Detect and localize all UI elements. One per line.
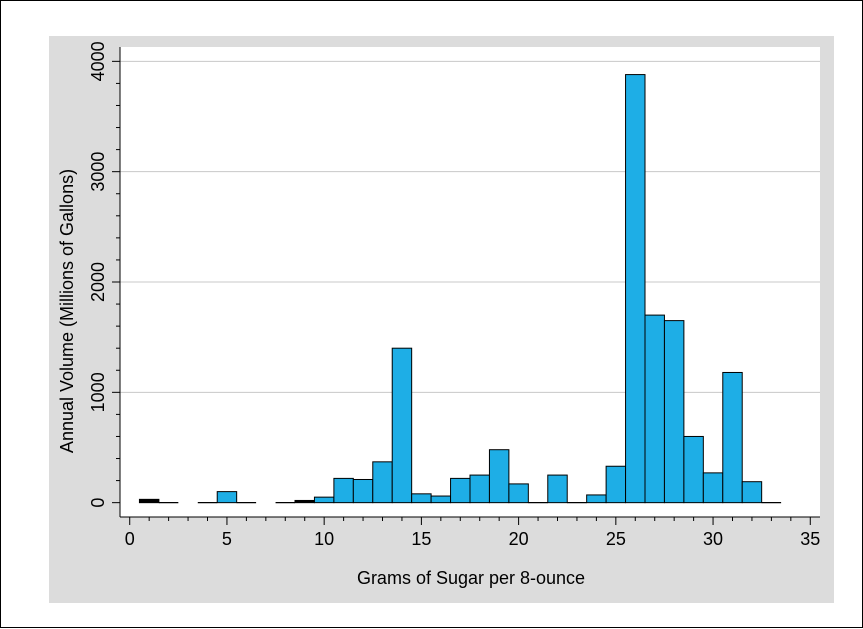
x-tick-label: 5 bbox=[222, 529, 232, 549]
gridlines bbox=[120, 60, 820, 393]
bar bbox=[586, 494, 607, 504]
y-axis-title: Annual Volume (Millions of Gallons) bbox=[57, 169, 77, 453]
y-tick-label: 1000 bbox=[88, 372, 108, 412]
bar bbox=[450, 477, 471, 504]
bar bbox=[411, 493, 432, 504]
bars bbox=[138, 74, 782, 504]
bar bbox=[488, 449, 510, 504]
bar bbox=[469, 474, 490, 504]
bar bbox=[663, 320, 685, 504]
x-tick-label: 30 bbox=[703, 529, 723, 549]
bar bbox=[138, 498, 160, 504]
y-tick-label: 4000 bbox=[88, 41, 108, 81]
bar bbox=[294, 499, 315, 504]
bar bbox=[741, 481, 763, 504]
bar bbox=[313, 496, 335, 504]
bar bbox=[352, 478, 374, 504]
x-tick-label: 20 bbox=[509, 529, 529, 549]
bar bbox=[391, 347, 413, 504]
bar bbox=[644, 314, 665, 504]
bar bbox=[702, 472, 724, 504]
x-axis-title: Grams of Sugar per 8-ounce bbox=[357, 568, 585, 588]
bar bbox=[722, 371, 743, 504]
x-tick-label: 35 bbox=[800, 529, 820, 549]
x-tick-label: 0 bbox=[125, 529, 135, 549]
y-tick-label: 2000 bbox=[88, 262, 108, 302]
bar bbox=[216, 491, 238, 504]
bar bbox=[372, 461, 393, 504]
bar bbox=[683, 435, 704, 504]
y-tick-label: 3000 bbox=[88, 152, 108, 192]
bar bbox=[333, 477, 354, 504]
x-tick-label: 15 bbox=[411, 529, 431, 549]
axes: 0 1000 2000 3000 4000 0 5 10 15 20 25 30 35 bbox=[88, 41, 820, 549]
bar bbox=[430, 495, 452, 504]
x-tick-label: 10 bbox=[314, 529, 334, 549]
y-tick-label: 0 bbox=[88, 498, 108, 508]
x-tick-label: 25 bbox=[606, 529, 626, 549]
bar bbox=[605, 465, 627, 504]
bar bbox=[508, 483, 529, 504]
bar bbox=[547, 474, 568, 504]
bar bbox=[625, 74, 646, 504]
